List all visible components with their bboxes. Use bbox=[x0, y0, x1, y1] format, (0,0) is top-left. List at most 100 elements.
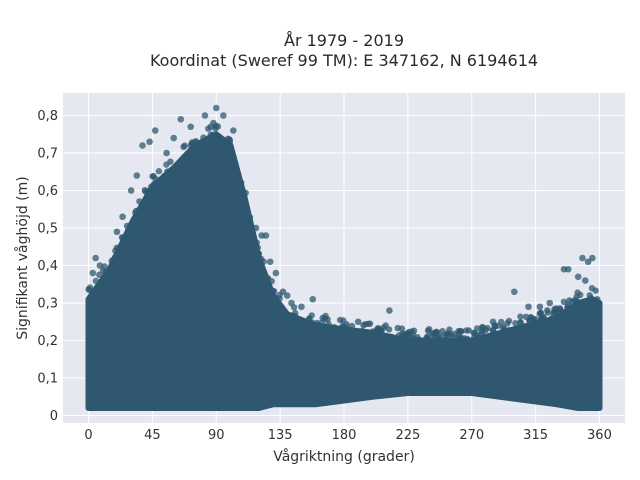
data-point bbox=[564, 301, 572, 308]
data-point bbox=[167, 158, 174, 165]
data-point bbox=[242, 204, 249, 211]
data-point bbox=[589, 254, 596, 262]
data-point bbox=[113, 244, 121, 251]
data-point bbox=[253, 239, 260, 246]
data-point bbox=[431, 329, 439, 336]
data-point bbox=[172, 166, 180, 173]
data-point bbox=[581, 302, 588, 310]
data-point bbox=[554, 318, 561, 325]
data-point bbox=[214, 123, 222, 130]
data-point bbox=[146, 191, 153, 199]
x-tick-label: 225 bbox=[395, 428, 420, 443]
data-point bbox=[521, 323, 528, 330]
data-point bbox=[177, 159, 184, 167]
y-axis-ticks: 0 0,1 0,2 0,3 0,4 0,5 0,6 0,7 0,8 bbox=[37, 109, 58, 424]
data-point bbox=[320, 323, 327, 330]
data-point bbox=[258, 255, 265, 263]
outlier-points bbox=[89, 104, 596, 333]
data-point bbox=[572, 307, 579, 314]
data-point bbox=[133, 172, 141, 179]
y-tick-label: 0,5 bbox=[37, 222, 58, 237]
data-point bbox=[89, 294, 96, 301]
data-point bbox=[479, 328, 486, 335]
data-point bbox=[593, 305, 600, 312]
data-point bbox=[279, 288, 287, 296]
data-point bbox=[313, 324, 320, 332]
data-point bbox=[113, 228, 121, 236]
data-point bbox=[272, 269, 280, 277]
data-point bbox=[146, 138, 153, 146]
data-point bbox=[92, 254, 99, 262]
data-point bbox=[512, 320, 519, 327]
data-point bbox=[553, 305, 560, 312]
data-point bbox=[365, 320, 372, 327]
data-point bbox=[537, 316, 545, 323]
data-point bbox=[403, 332, 410, 339]
data-point bbox=[482, 337, 489, 345]
data-point bbox=[526, 326, 534, 333]
x-tick-label: 180 bbox=[332, 428, 357, 443]
data-point bbox=[298, 303, 305, 311]
data-point bbox=[489, 339, 496, 346]
data-point bbox=[517, 313, 524, 320]
data-point-cloud bbox=[85, 122, 603, 411]
y-tick-label: 0,7 bbox=[37, 147, 58, 162]
data-point bbox=[433, 343, 441, 351]
data-point bbox=[130, 215, 138, 223]
y-axis-title: Signifikant våghöjd (m) bbox=[14, 176, 31, 339]
data-point bbox=[331, 324, 338, 331]
data-point bbox=[342, 323, 350, 330]
data-point bbox=[129, 223, 136, 231]
data-point bbox=[398, 325, 406, 332]
data-point bbox=[119, 213, 126, 221]
data-point bbox=[92, 277, 100, 285]
data-point bbox=[510, 333, 518, 340]
data-point bbox=[263, 274, 270, 281]
data-point bbox=[102, 268, 110, 276]
data-point bbox=[86, 286, 93, 294]
data-point bbox=[86, 300, 93, 307]
data-point bbox=[484, 324, 491, 332]
data-point bbox=[377, 327, 384, 334]
data-point bbox=[536, 303, 544, 311]
data-point bbox=[449, 338, 456, 346]
data-point bbox=[584, 258, 592, 266]
data-point bbox=[112, 253, 119, 261]
y-tick-label: 0,6 bbox=[37, 184, 58, 199]
data-point bbox=[230, 127, 237, 134]
data-point bbox=[565, 312, 573, 320]
data-point bbox=[272, 297, 279, 304]
y-tick-label: 0,1 bbox=[37, 372, 58, 387]
data-point bbox=[154, 184, 161, 191]
data-point bbox=[542, 321, 549, 329]
data-point bbox=[187, 123, 195, 131]
chart-title: År 1979 - 2019 bbox=[284, 31, 404, 50]
data-point bbox=[191, 139, 198, 147]
data-point bbox=[192, 147, 199, 154]
data-point bbox=[288, 299, 295, 307]
data-point bbox=[375, 334, 382, 341]
data-point bbox=[390, 340, 397, 347]
data-point bbox=[439, 328, 446, 335]
data-point bbox=[468, 343, 475, 350]
x-tick-label: 90 bbox=[208, 428, 225, 443]
data-point bbox=[455, 332, 462, 339]
data-point bbox=[463, 327, 470, 334]
data-point bbox=[210, 137, 217, 144]
x-tick-label: 315 bbox=[523, 428, 548, 443]
data-point bbox=[532, 315, 539, 323]
data-point bbox=[220, 112, 227, 119]
data-point bbox=[247, 222, 254, 229]
data-point bbox=[210, 119, 217, 127]
data-point bbox=[354, 318, 362, 326]
data-point bbox=[399, 335, 406, 343]
data-point bbox=[242, 189, 249, 196]
data-point bbox=[513, 326, 520, 333]
data-point bbox=[127, 187, 135, 194]
data-point bbox=[526, 317, 533, 324]
y-tick-label: 0,4 bbox=[37, 259, 58, 274]
data-point bbox=[364, 329, 372, 336]
data-point bbox=[224, 144, 231, 152]
data-point bbox=[139, 142, 146, 149]
